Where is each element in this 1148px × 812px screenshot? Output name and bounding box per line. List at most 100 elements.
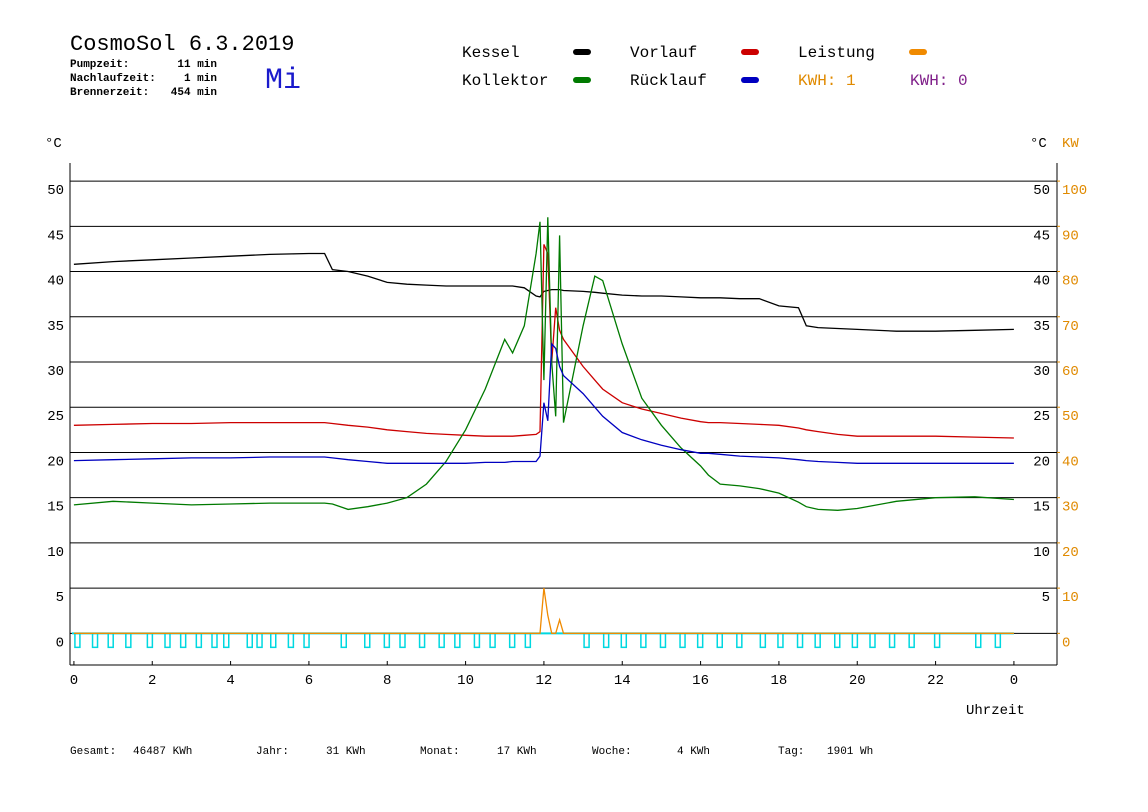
stat-value: 1 min bbox=[184, 73, 217, 85]
y-tick-label-right: 5 bbox=[1042, 590, 1050, 606]
x-tick-label: 8 bbox=[383, 673, 391, 689]
footer-label: Gesamt: bbox=[70, 746, 116, 758]
footer-label: Woche: bbox=[592, 746, 632, 758]
footer-value: 1901 Wh bbox=[827, 746, 873, 758]
y-tick-label-right: 15 bbox=[1033, 500, 1050, 516]
y2-tick-label: 80 bbox=[1062, 274, 1079, 290]
footer-label: Tag: bbox=[778, 746, 804, 758]
pump-pulse bbox=[524, 632, 532, 649]
y-tick-label: 25 bbox=[47, 409, 64, 425]
x-tick-label: 6 bbox=[305, 673, 313, 689]
series-line bbox=[73, 217, 1014, 511]
y2-tick-label: 30 bbox=[1062, 500, 1079, 516]
pump-pulse bbox=[659, 632, 667, 649]
pump-pulse bbox=[223, 632, 230, 649]
stat-value: 454 min bbox=[171, 87, 217, 99]
pump-pulse bbox=[640, 632, 647, 649]
x-tick-label: 4 bbox=[226, 673, 234, 689]
y2-tick-label: 0 bbox=[1062, 635, 1070, 651]
kwh-label: KWH: 0 bbox=[910, 72, 968, 90]
pump-pulse bbox=[364, 632, 371, 649]
pump-pulse bbox=[814, 632, 821, 649]
footer-label: Monat: bbox=[420, 746, 460, 758]
pump-pulse bbox=[851, 632, 859, 649]
pump-pulse bbox=[340, 632, 347, 649]
pump-pulse bbox=[994, 632, 1002, 649]
series-line bbox=[73, 342, 1014, 464]
x-axis-label: Uhrzeit bbox=[966, 703, 1025, 719]
y2-tick-label: 70 bbox=[1062, 319, 1079, 335]
pump-pulse bbox=[975, 632, 982, 649]
y-tick-label: 5 bbox=[56, 590, 64, 606]
x-tick-label: 14 bbox=[614, 673, 631, 689]
x-tick-label: 2 bbox=[148, 673, 156, 689]
y-tick-label: 40 bbox=[47, 274, 64, 290]
pump-pulse bbox=[270, 632, 277, 649]
y2-axis-label: KW bbox=[1062, 136, 1079, 152]
pump-pulse bbox=[211, 632, 218, 649]
pump-pulse bbox=[602, 632, 610, 649]
x-tick-label: 0 bbox=[1010, 673, 1018, 689]
x-tick-label: 0 bbox=[70, 673, 78, 689]
y2-tick-label: 40 bbox=[1062, 454, 1079, 470]
stat-label: Nachlaufzeit: bbox=[70, 73, 156, 85]
pump-pulse bbox=[179, 632, 187, 649]
pump-pulse bbox=[759, 632, 767, 649]
legend-label: Leistung bbox=[798, 44, 875, 62]
pump-pulse bbox=[834, 632, 841, 649]
y2-tick-label: 10 bbox=[1062, 590, 1079, 606]
y-tick-label: 0 bbox=[56, 635, 64, 651]
y-tick-label: 20 bbox=[47, 454, 64, 470]
pump-pulse bbox=[246, 632, 253, 649]
stat-value: 11 min bbox=[177, 59, 217, 71]
pump-pulse bbox=[91, 632, 99, 649]
y2-tick-label: 60 bbox=[1062, 364, 1079, 380]
y-tick-label-right: 45 bbox=[1033, 228, 1050, 244]
weekday: Mi bbox=[265, 64, 301, 98]
pump-pulse bbox=[777, 632, 784, 649]
y-tick-label: 10 bbox=[47, 545, 64, 561]
footer-value: 17 KWh bbox=[497, 746, 537, 758]
pump-pulse bbox=[399, 632, 406, 649]
y-tick-label-right: 20 bbox=[1033, 454, 1050, 470]
pump-pulse bbox=[303, 632, 310, 649]
y-tick-label-right: 10 bbox=[1033, 545, 1050, 561]
pump-pulse bbox=[908, 632, 915, 649]
y2-tick-label: 50 bbox=[1062, 409, 1079, 425]
series-line bbox=[73, 244, 1014, 439]
stat-label: Brennerzeit: bbox=[70, 87, 149, 99]
pump-pulse bbox=[489, 632, 496, 649]
pump-pulse bbox=[287, 632, 295, 649]
y-tick-label-right: 40 bbox=[1033, 274, 1050, 290]
pump-pulse bbox=[195, 632, 203, 649]
pump-pulse bbox=[383, 632, 391, 649]
series-line bbox=[73, 252, 1014, 332]
legend-label: Kollektor bbox=[462, 72, 548, 90]
pump-pulse bbox=[620, 632, 628, 649]
pump-pulse bbox=[696, 632, 704, 649]
pump-pulse bbox=[438, 632, 445, 649]
pump-pulse bbox=[74, 632, 81, 649]
series-line bbox=[73, 588, 1014, 634]
y-tick-label: 35 bbox=[47, 319, 64, 335]
footer-value: 4 KWh bbox=[677, 746, 710, 758]
pump-pulse bbox=[888, 632, 896, 649]
y-axis-label: °C bbox=[45, 136, 62, 152]
x-tick-label: 10 bbox=[457, 673, 474, 689]
pump-pulse bbox=[736, 632, 743, 649]
pump-pulse bbox=[679, 632, 686, 649]
pump-pulse bbox=[256, 632, 263, 649]
pump-pulse bbox=[796, 632, 804, 649]
legend-label: Rücklauf bbox=[630, 72, 707, 90]
stat-label: Pumpzeit: bbox=[70, 59, 129, 71]
y-tick-label-right: 50 bbox=[1033, 183, 1050, 199]
y-tick-label-right: 25 bbox=[1033, 409, 1050, 425]
x-tick-label: 20 bbox=[849, 673, 866, 689]
y-tick-label-right: 35 bbox=[1033, 319, 1050, 335]
pump-pulse bbox=[508, 632, 516, 649]
y-tick-label-right: 30 bbox=[1033, 364, 1050, 380]
y-tick-label: 50 bbox=[47, 183, 64, 199]
pump-pulse bbox=[869, 632, 876, 649]
